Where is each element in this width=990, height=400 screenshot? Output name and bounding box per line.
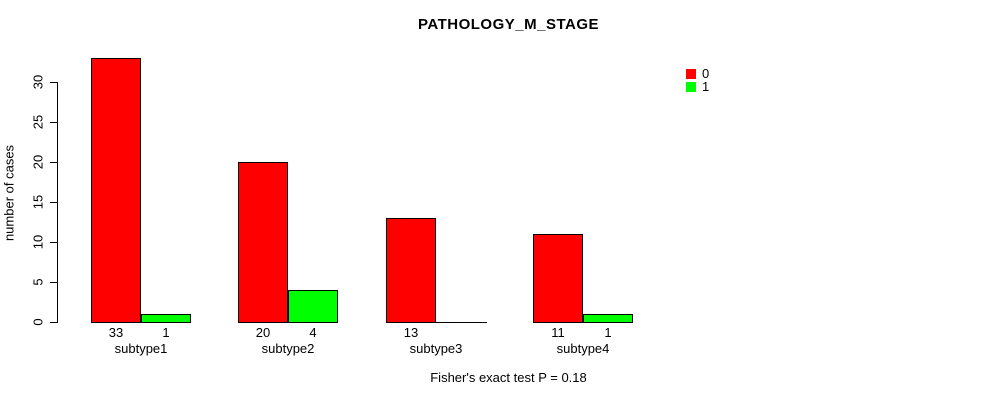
- y-tick: [50, 122, 58, 123]
- bar: [141, 314, 191, 323]
- y-tick: [50, 162, 58, 163]
- y-tick-label: 10: [30, 234, 46, 250]
- bar: [583, 314, 633, 323]
- y-tick-label: 5: [30, 278, 46, 286]
- y-tick-label: 20: [30, 154, 46, 170]
- bar-value-label: 20: [255, 325, 271, 340]
- y-tick: [50, 322, 58, 323]
- y-tick-label: 30: [30, 74, 46, 90]
- bar-zero: [436, 322, 487, 323]
- bar-value-label: 1: [162, 325, 170, 340]
- category-label: subtype3: [409, 341, 463, 356]
- bar: [91, 58, 141, 323]
- footnote: Fisher's exact test P = 0.18: [430, 370, 587, 385]
- y-tick: [50, 202, 58, 203]
- legend-row: 1: [686, 80, 709, 93]
- legend-swatch: [686, 81, 696, 92]
- y-tick: [50, 82, 58, 83]
- category-label: subtype4: [556, 341, 610, 356]
- bar: [288, 290, 338, 323]
- bar: [238, 162, 288, 323]
- y-tick-label: 25: [30, 114, 46, 130]
- category-label: subtype2: [261, 341, 315, 356]
- legend-label: 0: [702, 66, 710, 81]
- y-tick: [50, 282, 58, 283]
- bar: [533, 234, 583, 323]
- y-tick-label: 15: [30, 194, 46, 210]
- category-label: subtype1: [114, 341, 168, 356]
- legend-swatch: [686, 68, 696, 79]
- legend-label: 1: [702, 79, 710, 94]
- legend-row: 0: [686, 67, 709, 80]
- bar-value-label: 11: [551, 325, 565, 340]
- bar-value-label: 1: [604, 325, 612, 340]
- bar-value-label: 13: [403, 325, 419, 340]
- chart-title: PATHOLOGY_M_STAGE: [417, 16, 599, 33]
- y-axis-title: number of cases: [1, 144, 17, 242]
- y-tick-label: 0: [30, 318, 46, 326]
- bar-value-label: 4: [309, 325, 317, 340]
- bar: [386, 218, 436, 323]
- bar-value-label: 33: [108, 325, 124, 340]
- y-tick: [50, 242, 58, 243]
